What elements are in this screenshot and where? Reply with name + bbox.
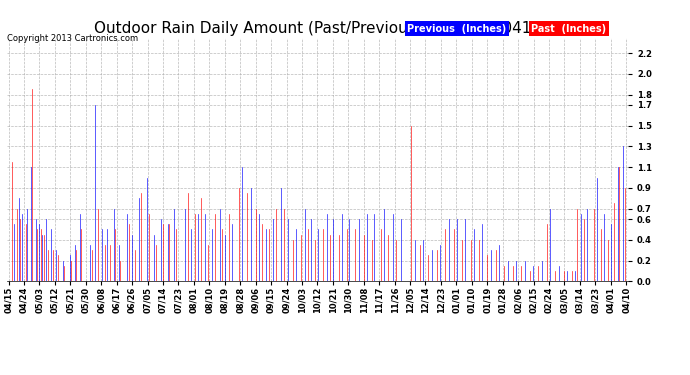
- Text: Previous  (Inches): Previous (Inches): [407, 24, 506, 34]
- Text: Copyright 2013 Cartronics.com: Copyright 2013 Cartronics.com: [7, 34, 138, 43]
- Title: Outdoor Rain Daily Amount (Past/Previous Year) 20130415: Outdoor Rain Daily Amount (Past/Previous…: [94, 21, 541, 36]
- Text: Past  (Inches): Past (Inches): [531, 24, 607, 34]
